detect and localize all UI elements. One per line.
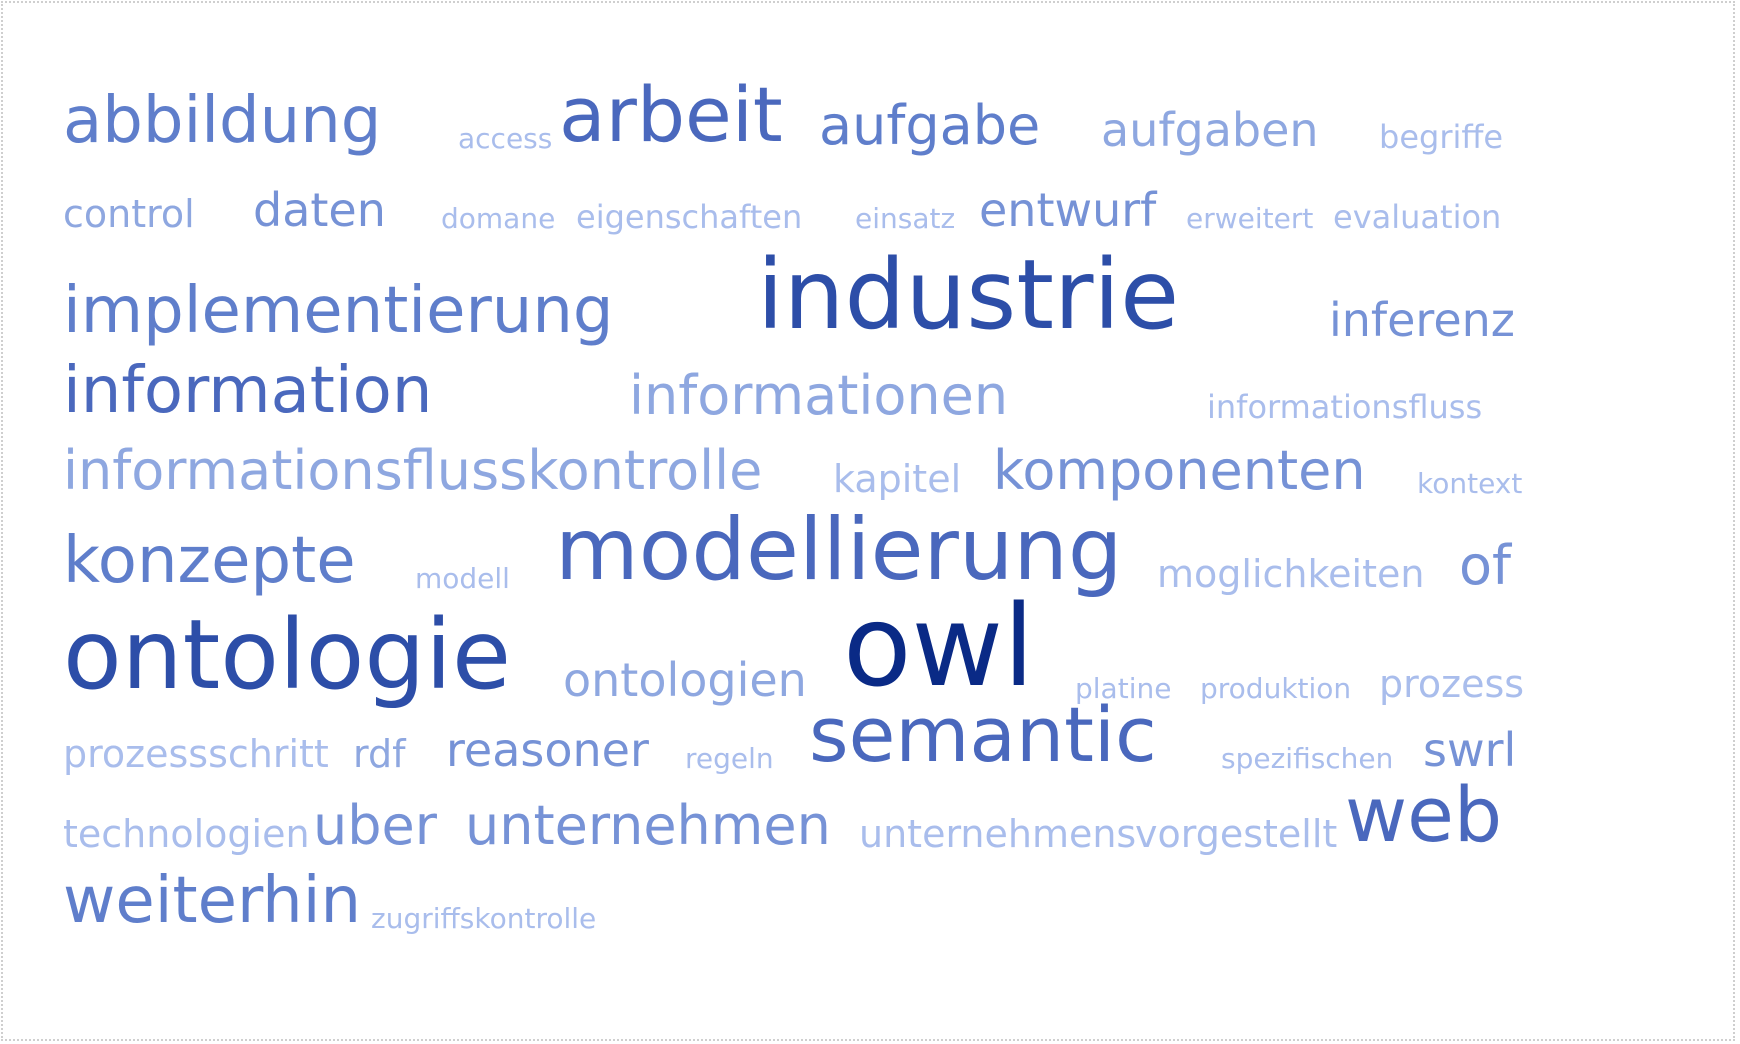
tag-cloud-row: konzepte modell modellierung moglichkeit… [63, 483, 1683, 593]
tag-word[interactable]: unternehmen [465, 794, 831, 857]
tag-word[interactable]: komponenten [993, 439, 1366, 502]
tag-word[interactable]: daten [253, 183, 386, 237]
tag-word[interactable]: informationsflusskontrolle [63, 439, 763, 502]
tag-word[interactable]: inferenz [1329, 293, 1515, 347]
tag-word[interactable]: weiterhin [63, 864, 362, 938]
tag-cloud-row: informationsflusskontrolle kapitel kompo… [63, 398, 1683, 502]
tag-word[interactable]: moglichkeiten [1157, 552, 1425, 596]
tag-cloud-row: technologien uber unternehmen unternehme… [63, 743, 1683, 859]
tag-word[interactable]: semantic [809, 690, 1157, 779]
tag-word[interactable]: modellierung [555, 500, 1123, 600]
tag-word[interactable]: control [63, 192, 195, 236]
tag-word[interactable]: ontologie [63, 599, 512, 711]
tag-word[interactable]: informationsfluss [1207, 388, 1483, 426]
tag-word[interactable]: arbeit [559, 70, 783, 159]
tag-word[interactable]: ontologien [563, 653, 807, 707]
tag-word[interactable]: einsatz [855, 202, 956, 235]
tag-word[interactable]: unternehmens [859, 812, 1137, 856]
tag-word[interactable]: swrl [1423, 723, 1517, 777]
tag-word[interactable]: domane [441, 202, 556, 235]
tag-word[interactable]: owl [843, 582, 1035, 712]
tag-word[interactable]: rdf [353, 732, 406, 776]
tag-word[interactable]: prozessschritt [63, 732, 329, 776]
tag-word[interactable]: spezifischen [1221, 742, 1394, 775]
tag-word[interactable]: kontext [1417, 467, 1523, 500]
tag-word[interactable]: information [63, 354, 433, 428]
tag-word[interactable]: zugriffskontrolle [371, 902, 597, 935]
tag-word[interactable]: technologien [63, 812, 310, 856]
tag-cloud-row: abbildung access arbeit aufgabe aufgaben… [63, 53, 1683, 159]
tag-word[interactable]: aufgaben [1101, 103, 1319, 157]
tag-word[interactable]: web [1345, 770, 1503, 859]
tag-word[interactable]: industrie [757, 239, 1180, 351]
tag-cloud-row: implementierung industrie inferenz [63, 223, 1683, 343]
tag-word[interactable]: vorgestellt [1135, 812, 1338, 856]
tag-word[interactable]: of [1459, 534, 1512, 597]
tag-word[interactable]: access [458, 122, 553, 155]
tag-cloud-row: information informationen informationsfl… [63, 323, 1683, 423]
tag-word[interactable]: prozess [1379, 662, 1525, 706]
tag-word[interactable]: platine [1075, 672, 1172, 705]
tag-word[interactable]: implementierung [63, 274, 614, 348]
tag-word[interactable]: entwurf [979, 183, 1157, 237]
tag-word[interactable]: erweitert [1186, 202, 1314, 235]
tag-word[interactable]: begriffe [1379, 118, 1504, 156]
tag-word[interactable]: abbildung [63, 84, 382, 158]
tag-word[interactable]: evaluation [1333, 198, 1502, 236]
tag-cloud-row: control daten domane eigenschaften einsa… [63, 133, 1683, 233]
tag-word[interactable]: reasoner [446, 723, 649, 777]
tag-cloud-row: ontologie ontologien owl platine produkt… [63, 573, 1683, 703]
tag-word[interactable]: produktion [1200, 672, 1352, 705]
tag-word[interactable]: modell [415, 562, 510, 595]
tag-word[interactable]: kapitel [833, 457, 962, 501]
tag-word[interactable]: informationen [629, 364, 1009, 427]
tag-word[interactable]: aufgabe [819, 94, 1041, 157]
tag-word[interactable]: regeln [685, 742, 774, 775]
tag-cloud-row: weiterhin zugriffskontrolle [63, 823, 1683, 933]
tag-word[interactable]: uber [313, 794, 437, 857]
tag-cloud-row: prozessschritt rdf reasoner regeln seman… [63, 663, 1683, 779]
tag-word[interactable]: eigenschaften [576, 198, 803, 236]
tag-word[interactable]: konzepte [63, 524, 356, 598]
